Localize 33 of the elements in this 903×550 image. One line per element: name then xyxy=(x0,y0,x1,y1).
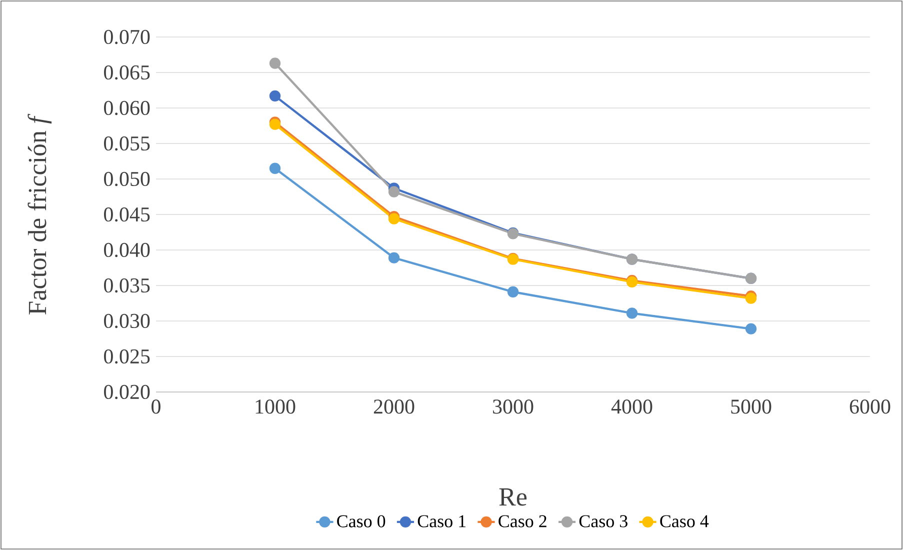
x-axis-title: Re xyxy=(499,488,527,506)
y-tick-label: 0.035 xyxy=(104,278,150,293)
point xyxy=(507,286,519,298)
x-tick-label: 4000 xyxy=(611,400,652,414)
y-tick-label: 0.030 xyxy=(104,314,150,328)
y-tick-label: 0.070 xyxy=(104,30,150,44)
point xyxy=(269,162,281,174)
point xyxy=(388,186,400,198)
y-tick-label: 0.050 xyxy=(104,172,150,186)
legend-label: Caso 1 xyxy=(418,515,466,528)
x-tick-label: 6000 xyxy=(850,400,890,414)
y-tick-label: 0.025 xyxy=(104,349,150,364)
y-tick-label: 0.040 xyxy=(104,242,150,258)
x-tick-label: 5000 xyxy=(731,400,772,414)
x-tick-label: 2000 xyxy=(374,400,414,414)
point xyxy=(388,252,400,264)
y-axis-title: Factor de fricción f xyxy=(28,114,52,315)
legend-label: Caso 2 xyxy=(498,515,546,528)
legend-label: Caso 3 xyxy=(579,515,628,528)
point xyxy=(269,90,281,102)
y-tick-label: 0.055 xyxy=(104,136,150,151)
x-tick-label: 1000 xyxy=(256,400,296,414)
x-tick-label: 3000 xyxy=(493,400,534,414)
legend-label: Caso 4 xyxy=(660,515,709,528)
y-tick-label: 0.065 xyxy=(104,65,150,80)
y-tick-label: 0.020 xyxy=(104,384,150,400)
point xyxy=(626,308,638,319)
point xyxy=(745,323,757,334)
y-tick-label: 0.060 xyxy=(104,100,150,116)
x-tick-label: 0 xyxy=(152,400,160,414)
legend-label: Caso 0 xyxy=(337,515,386,528)
point xyxy=(269,58,281,69)
y-tick-label: 0.045 xyxy=(104,207,150,222)
